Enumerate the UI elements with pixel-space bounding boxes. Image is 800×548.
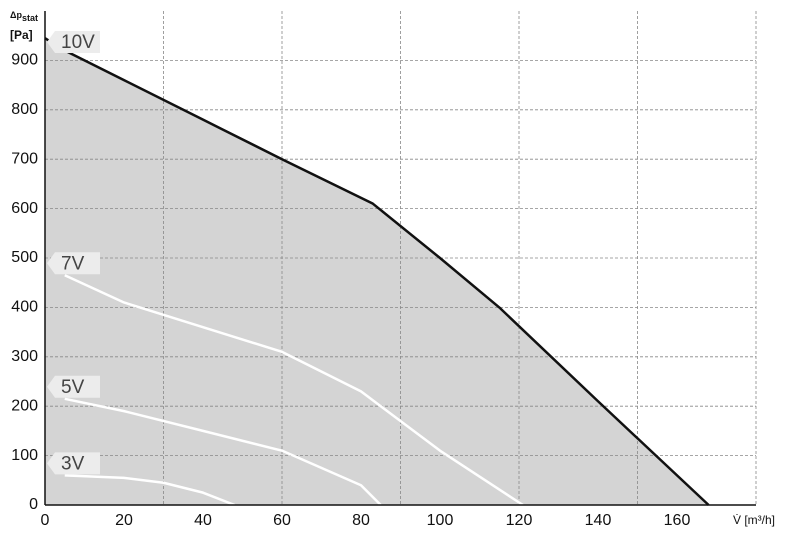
- x-tick-label: 40: [194, 512, 212, 529]
- curve: [64, 474, 236, 507]
- y-tick-label: 500: [11, 249, 38, 266]
- y-label-sub: stat: [22, 13, 38, 23]
- label-box: [47, 31, 100, 53]
- series-label: 7V: [61, 253, 85, 274]
- x-tick-label: 160: [664, 512, 691, 529]
- y-tick-label: 700: [11, 150, 38, 167]
- area: [45, 38, 709, 506]
- x-tick-label: 80: [352, 512, 370, 529]
- x-tick-label: 60: [273, 512, 291, 529]
- x-tick-label: 0: [41, 512, 50, 529]
- curve: [44, 37, 710, 506]
- series-label: 10V: [61, 32, 95, 53]
- label-box: [47, 452, 100, 475]
- x-tick-label: 140: [585, 512, 612, 529]
- y-label-main: Δp: [10, 10, 22, 20]
- grid-layer: [45, 11, 757, 506]
- curve: [64, 274, 524, 507]
- x-tick-label: 120: [506, 512, 533, 529]
- y-tick-label: 400: [11, 299, 38, 316]
- y-tick-label: 300: [11, 348, 38, 365]
- line-layer: [44, 37, 710, 507]
- y-tick-label: 100: [11, 447, 38, 464]
- area-layer: [45, 38, 709, 506]
- y-tick-label: 0: [29, 496, 38, 513]
- x-axis-label: V̇ [m³/h]: [733, 513, 775, 527]
- x-tick-label: 20: [115, 512, 133, 529]
- y-tick-label: 600: [11, 200, 38, 217]
- y-axis-label: Δpstat: [10, 10, 38, 23]
- series-label: 3V: [61, 453, 85, 474]
- label-box: [47, 252, 100, 275]
- y-tick-label: 900: [11, 52, 38, 69]
- x-tick-label: 100: [427, 512, 454, 529]
- series-label: 5V: [61, 377, 85, 398]
- y-unit: [Pa]: [10, 28, 33, 42]
- y-tick-label: 200: [11, 397, 38, 414]
- label-box: [47, 375, 100, 398]
- y-tick-label: 800: [11, 101, 38, 118]
- curve: [64, 397, 382, 506]
